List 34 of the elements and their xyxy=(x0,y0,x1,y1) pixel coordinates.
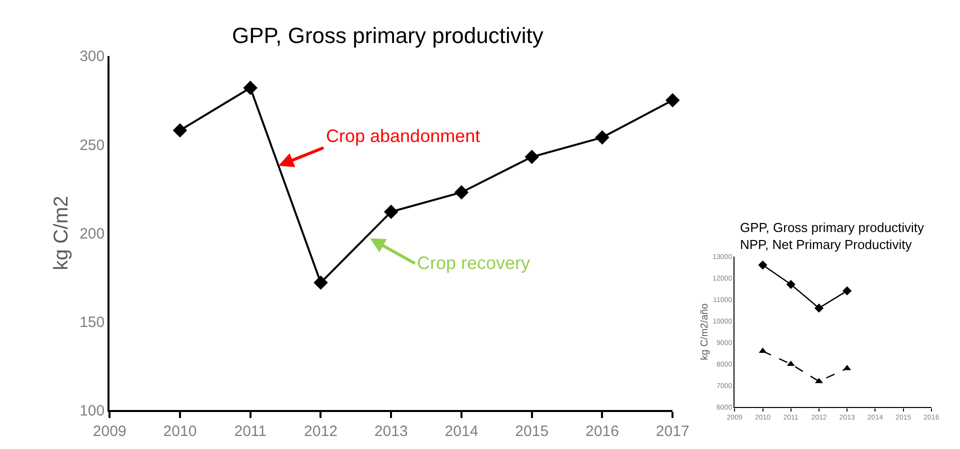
point xyxy=(454,185,469,200)
annotation: Crop abandonment xyxy=(326,126,480,146)
x-tick-label: 2009 xyxy=(92,423,126,440)
y-tick-label: 300 xyxy=(80,48,105,66)
point xyxy=(786,280,796,289)
point xyxy=(524,150,540,164)
x-tick-label: 2012 xyxy=(304,423,338,440)
chart-title: GPP, Gross primary productivity xyxy=(232,23,544,48)
x-tick-label: 2015 xyxy=(515,423,549,440)
point xyxy=(758,260,768,270)
point xyxy=(172,123,188,138)
point xyxy=(314,276,328,290)
annotation: Crop recovery xyxy=(417,253,530,273)
point xyxy=(843,364,852,370)
y-axis-title: kg C/m2 xyxy=(50,196,73,270)
point xyxy=(595,130,610,145)
x-tick-label: 2010 xyxy=(163,423,197,440)
y-tick-label: 200 xyxy=(80,225,105,242)
chart-subtitle: NPP, Net Primary Productivity xyxy=(740,236,912,252)
point xyxy=(384,204,398,219)
y-tick-label: 250 xyxy=(80,136,105,154)
point xyxy=(814,304,824,313)
x-tick-label: 2011 xyxy=(234,423,266,440)
point xyxy=(842,286,852,296)
x-tick-label: 2013 xyxy=(374,423,408,440)
y-tick-label: 150 xyxy=(80,314,105,331)
x-tick-label: 2016 xyxy=(586,423,619,440)
x-tick-label: 2017 xyxy=(656,423,690,440)
y-tick-label: 100 xyxy=(80,402,105,420)
x-tick-label: 2014 xyxy=(444,423,478,440)
point xyxy=(243,80,258,95)
y-axis-title: kg C/m2/año xyxy=(700,303,711,360)
chart-title: GPP, Gross primary productivity xyxy=(740,220,924,235)
point xyxy=(665,93,680,108)
